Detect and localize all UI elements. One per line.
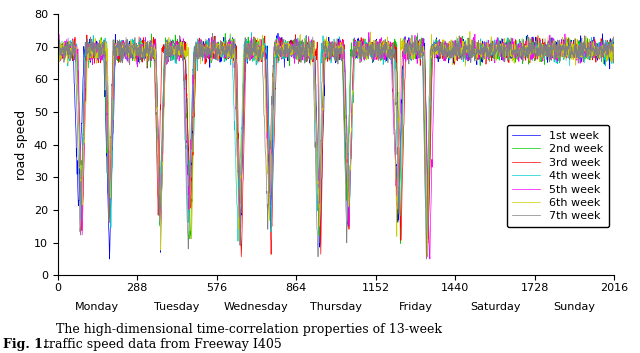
3rd week bbox=[610, 35, 618, 39]
Line: 5th week: 5th week bbox=[58, 32, 614, 259]
2nd week bbox=[308, 49, 316, 53]
Legend: 1st week, 2nd week, 3rd week, 4th week, 5th week, 6th week, 7th week: 1st week, 2nd week, 3rd week, 4th week, … bbox=[507, 125, 609, 227]
Y-axis label: road speed: road speed bbox=[15, 110, 28, 180]
5th week bbox=[54, 48, 61, 52]
3rd week bbox=[559, 49, 567, 53]
1st week bbox=[308, 52, 316, 56]
6th week bbox=[308, 45, 316, 49]
6th week bbox=[611, 47, 618, 52]
7th week bbox=[54, 45, 61, 49]
6th week bbox=[543, 51, 551, 55]
4th week bbox=[54, 53, 61, 57]
1st week bbox=[106, 257, 113, 261]
4th week bbox=[308, 52, 316, 56]
2nd week bbox=[54, 48, 61, 52]
1st week bbox=[610, 48, 618, 52]
1st week bbox=[54, 50, 61, 55]
5th week bbox=[308, 38, 316, 42]
1st week bbox=[559, 53, 567, 58]
6th week bbox=[472, 51, 479, 55]
Line: 7th week: 7th week bbox=[58, 33, 614, 259]
7th week bbox=[543, 53, 551, 57]
7th week bbox=[422, 257, 430, 261]
Line: 6th week: 6th week bbox=[58, 31, 614, 256]
6th week bbox=[466, 29, 474, 34]
1st week bbox=[367, 42, 374, 47]
Line: 3rd week: 3rd week bbox=[58, 35, 614, 257]
5th week bbox=[559, 45, 567, 49]
Text: Sunday: Sunday bbox=[554, 302, 596, 312]
3rd week bbox=[611, 53, 618, 57]
Text: Thursday: Thursday bbox=[310, 302, 362, 312]
3rd week bbox=[292, 32, 300, 37]
3rd week bbox=[237, 255, 245, 259]
Text: Saturday: Saturday bbox=[470, 302, 520, 312]
Text: Fig. 1.: Fig. 1. bbox=[3, 338, 47, 351]
7th week bbox=[559, 47, 567, 52]
5th week bbox=[426, 257, 434, 261]
2nd week bbox=[610, 54, 618, 58]
Line: 1st week: 1st week bbox=[58, 33, 614, 259]
2nd week bbox=[543, 50, 551, 54]
1st week bbox=[543, 56, 551, 60]
7th week bbox=[367, 46, 374, 50]
2nd week bbox=[472, 56, 479, 61]
4th week bbox=[611, 56, 618, 61]
4th week bbox=[543, 42, 551, 47]
7th week bbox=[413, 31, 421, 35]
4th week bbox=[472, 54, 479, 58]
1st week bbox=[611, 42, 618, 46]
1st week bbox=[472, 46, 479, 50]
Text: Monday: Monday bbox=[76, 302, 120, 312]
5th week bbox=[472, 50, 479, 54]
2nd week bbox=[221, 31, 229, 36]
Text: Tuesday: Tuesday bbox=[154, 302, 200, 312]
5th week bbox=[610, 53, 618, 57]
6th week bbox=[54, 42, 61, 46]
4th week bbox=[423, 251, 431, 255]
7th week bbox=[308, 41, 316, 45]
Line: 2nd week: 2nd week bbox=[58, 34, 614, 244]
4th week bbox=[248, 30, 255, 35]
3rd week bbox=[367, 49, 374, 53]
2nd week bbox=[559, 54, 567, 58]
Text: Wednesday: Wednesday bbox=[224, 302, 289, 312]
6th week bbox=[559, 47, 567, 52]
6th week bbox=[424, 254, 431, 258]
2nd week bbox=[397, 241, 404, 246]
3rd week bbox=[54, 46, 61, 50]
2nd week bbox=[611, 41, 618, 46]
4th week bbox=[367, 44, 374, 48]
7th week bbox=[611, 56, 618, 61]
4th week bbox=[559, 53, 567, 58]
5th week bbox=[365, 30, 372, 35]
5th week bbox=[543, 49, 551, 53]
1st week bbox=[274, 31, 282, 35]
6th week bbox=[367, 50, 374, 55]
Text: The high-dimensional time-correlation properties of 13-week
traffic speed data f: The high-dimensional time-correlation pr… bbox=[44, 323, 442, 351]
Line: 4th week: 4th week bbox=[58, 32, 614, 253]
7th week bbox=[472, 53, 479, 57]
5th week bbox=[367, 52, 374, 56]
7th week bbox=[610, 60, 618, 65]
5th week bbox=[611, 55, 618, 59]
Text: Friday: Friday bbox=[399, 302, 433, 312]
3rd week bbox=[472, 47, 479, 52]
3rd week bbox=[543, 47, 551, 51]
6th week bbox=[610, 50, 618, 54]
3rd week bbox=[308, 48, 316, 52]
2nd week bbox=[367, 45, 374, 49]
4th week bbox=[610, 44, 618, 49]
